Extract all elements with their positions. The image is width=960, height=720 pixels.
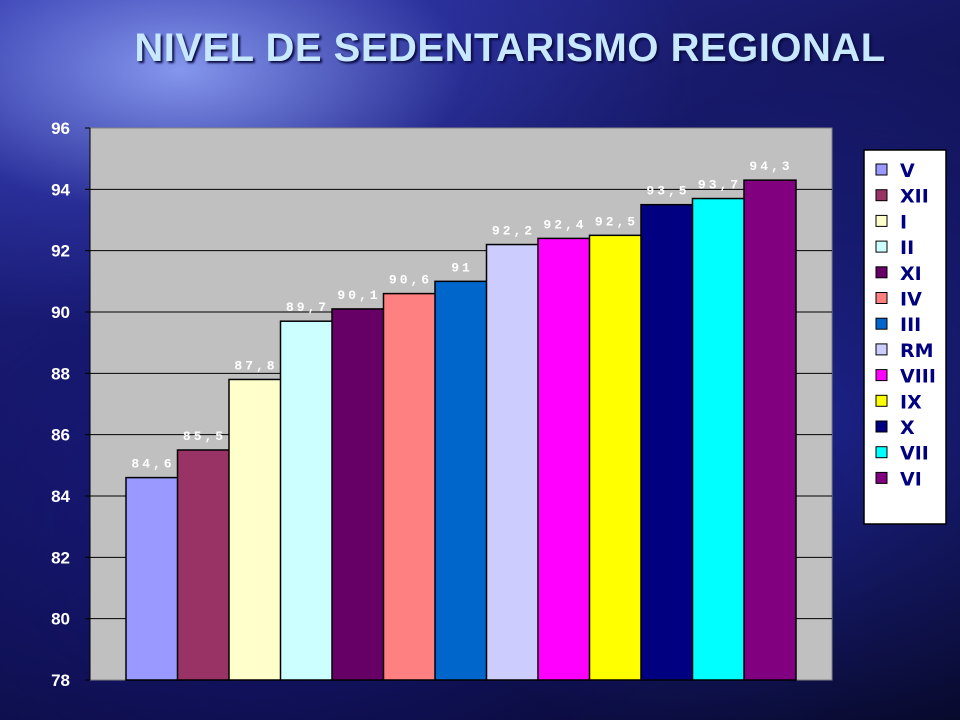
bars: [125, 179, 797, 681]
legend-swatch-rm: [875, 343, 888, 356]
y-tick-label: 92: [51, 242, 70, 261]
bar-rm: [485, 243, 540, 681]
bar-ix: [588, 234, 643, 681]
data-label-xi: 90,1: [337, 288, 380, 303]
data-label-i: 87,8: [234, 358, 277, 373]
legend-label-v: V: [900, 160, 915, 182]
legend-swatch-viii: [875, 369, 888, 382]
legend-swatch-i: [875, 214, 888, 227]
data-label-viii: 92,4: [543, 217, 586, 232]
legend-swatch-iv: [875, 292, 888, 304]
bar-vi: [743, 179, 797, 681]
bar-xi: [331, 308, 385, 681]
legend-label-viii: VIII: [900, 366, 936, 388]
data-label-vii: 93,7: [698, 178, 741, 193]
legend-box: [863, 149, 947, 525]
bar-iv: [382, 292, 437, 681]
y-tick-label: 94: [51, 180, 70, 199]
chart-title: NIVEL DE SEDENTARISMO REGIONAL: [134, 26, 886, 70]
bar-v: [125, 476, 179, 681]
bar-xii: [176, 449, 231, 681]
bar-vii: [691, 197, 746, 681]
legend-swatch-iii: [875, 317, 888, 330]
bar-i: [228, 378, 282, 681]
legend-label-rm: RM: [900, 340, 934, 362]
legend-label-ix: IX: [900, 391, 922, 413]
data-label-iv: 90,6: [389, 273, 432, 288]
data-label-vi: 94,3: [749, 159, 792, 174]
legend-label-xi: XI: [900, 263, 922, 285]
data-label-ix: 92,5: [595, 214, 638, 229]
legend-label-iv: IV: [900, 289, 922, 311]
legend-label-iii: III: [900, 314, 921, 336]
data-label-v: 84,6: [131, 457, 174, 472]
legend-label-xii: XII: [900, 186, 929, 208]
legend-label-x: X: [900, 417, 915, 439]
bar-iii: [434, 280, 488, 681]
data-label-ii: 89,7: [286, 300, 329, 315]
bar-viii: [537, 237, 591, 681]
y-tick-label: 96: [51, 119, 70, 138]
data-labels: 84,6 85,5 87,8 89,7 90,1 90,6 91 92,2 92,4 92,5 93…: [131, 159, 792, 472]
y-tick-label: 86: [51, 426, 70, 445]
y-tick-label: 80: [51, 610, 70, 629]
data-label-xii: 85,5: [183, 429, 226, 444]
legend-swatch-vi: [875, 471, 888, 484]
data-label-x: 93,5: [646, 184, 689, 199]
legend-swatch-ii: [875, 240, 888, 253]
y-tick-label: 90: [51, 303, 70, 322]
legend-swatch-x: [875, 420, 888, 433]
legend-label-ii: II: [900, 237, 914, 259]
y-tick-label: 78: [51, 671, 70, 690]
legend-swatch-xi: [875, 266, 888, 279]
legend-label-vi: VI: [900, 468, 922, 490]
legend-swatch-ix: [875, 394, 888, 407]
y-tick-label: 84: [51, 487, 70, 506]
legend-swatch-xii: [875, 189, 888, 202]
legend-label-i: I: [900, 211, 907, 233]
legend-swatch-v: [875, 163, 888, 176]
y-tick-label: 82: [51, 548, 70, 567]
bar-x: [640, 203, 694, 681]
data-label-rm: 92,2: [492, 224, 535, 239]
legend-swatch-vii: [875, 446, 888, 459]
y-axis: 78 80 82 84 86 88 90 92 94 96: [51, 119, 91, 690]
data-label-iii: 91: [451, 260, 473, 275]
legend-label-vii: VII: [900, 443, 929, 465]
bar-ii: [279, 320, 334, 681]
y-tick-label: 88: [51, 364, 70, 383]
